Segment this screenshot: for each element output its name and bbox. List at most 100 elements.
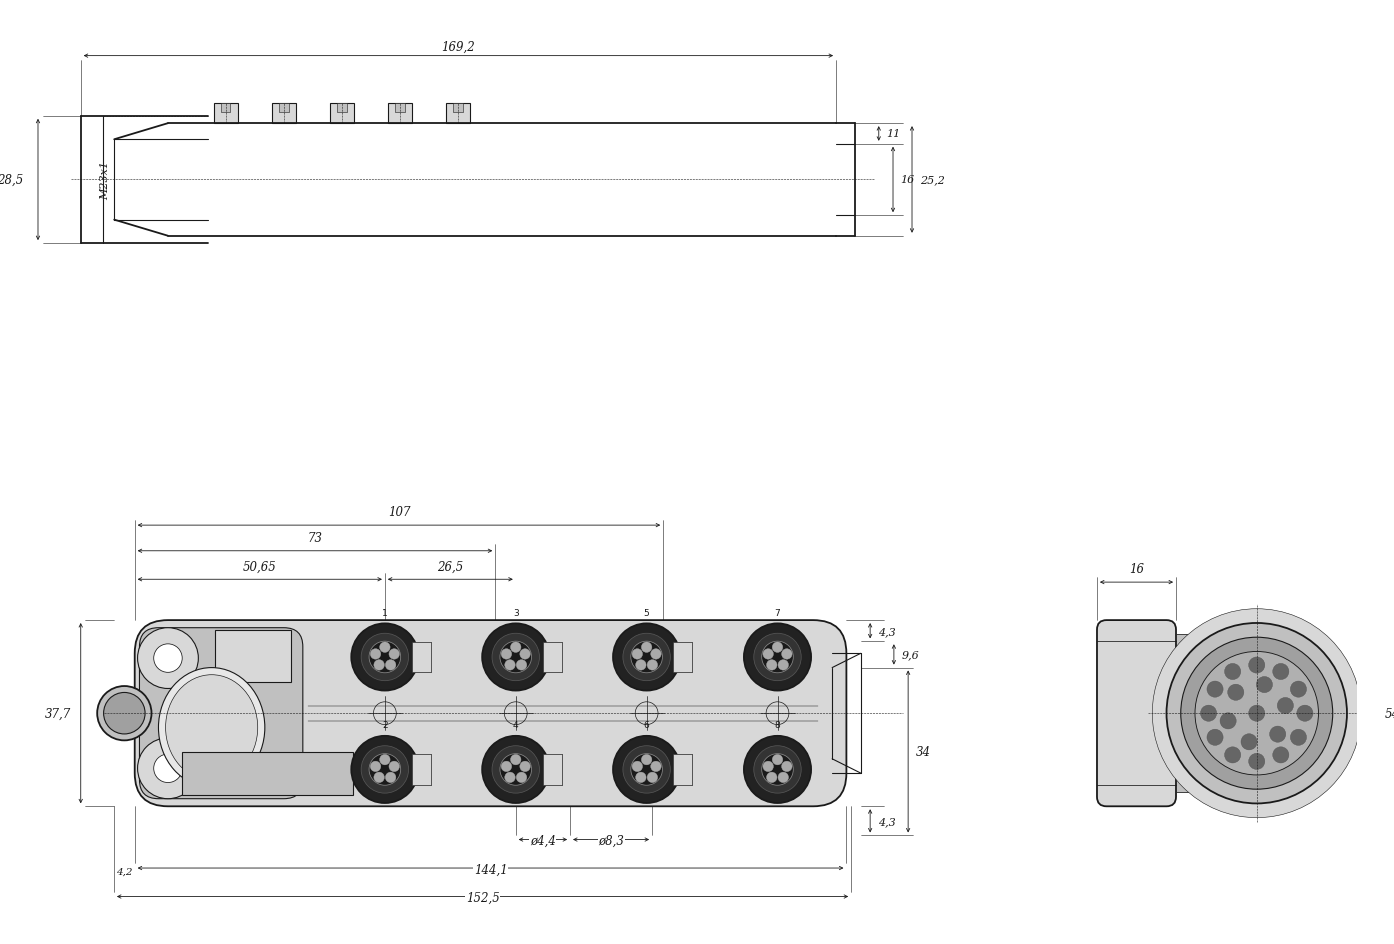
Text: 4: 4 <box>513 720 519 730</box>
Text: 169,2: 169,2 <box>442 41 475 54</box>
Circle shape <box>1200 705 1217 721</box>
Text: 107: 107 <box>388 506 410 519</box>
Circle shape <box>763 649 774 660</box>
Circle shape <box>482 624 549 691</box>
Bar <box>673 642 693 672</box>
Bar <box>388 104 413 124</box>
Circle shape <box>782 649 792 660</box>
Text: 50,65: 50,65 <box>243 560 276 573</box>
Text: 16: 16 <box>1129 562 1144 575</box>
Bar <box>542 754 562 784</box>
Circle shape <box>613 624 680 691</box>
Circle shape <box>516 660 527 670</box>
Bar <box>411 754 431 784</box>
Circle shape <box>1224 747 1241 763</box>
Circle shape <box>492 746 539 793</box>
Text: 16: 16 <box>901 176 914 185</box>
Circle shape <box>651 762 661 772</box>
Circle shape <box>1228 684 1243 700</box>
Circle shape <box>371 649 381 660</box>
Circle shape <box>1249 657 1264 673</box>
Circle shape <box>500 642 531 673</box>
Circle shape <box>1273 747 1289 763</box>
Circle shape <box>138 738 198 799</box>
Bar <box>453 104 463 113</box>
Circle shape <box>744 736 811 803</box>
Circle shape <box>510 642 521 652</box>
Text: 3: 3 <box>513 608 519 617</box>
Circle shape <box>754 746 802 793</box>
Circle shape <box>631 649 643 660</box>
Bar <box>329 104 354 124</box>
Circle shape <box>1207 730 1223 746</box>
Circle shape <box>379 642 390 652</box>
Ellipse shape <box>159 668 265 787</box>
Circle shape <box>778 772 789 783</box>
Circle shape <box>623 633 671 681</box>
Circle shape <box>1249 705 1264 721</box>
Circle shape <box>1167 623 1347 803</box>
Circle shape <box>1224 664 1241 680</box>
Circle shape <box>505 660 516 670</box>
Bar <box>337 104 347 113</box>
Circle shape <box>761 754 793 785</box>
Circle shape <box>1277 698 1294 714</box>
Text: 11: 11 <box>887 129 901 140</box>
Circle shape <box>1270 726 1285 742</box>
Text: ø4,4: ø4,4 <box>530 834 556 847</box>
Circle shape <box>641 754 652 765</box>
Circle shape <box>371 762 381 772</box>
Circle shape <box>1249 753 1264 769</box>
Bar <box>673 754 693 784</box>
Text: 37,7: 37,7 <box>45 707 71 720</box>
Circle shape <box>1153 609 1361 818</box>
Circle shape <box>379 754 390 765</box>
Circle shape <box>767 772 776 783</box>
Text: 4,3: 4,3 <box>878 816 895 826</box>
Circle shape <box>374 772 385 783</box>
Ellipse shape <box>166 675 258 781</box>
Circle shape <box>385 772 396 783</box>
Circle shape <box>651 649 661 660</box>
Text: 4,3: 4,3 <box>878 626 895 636</box>
Circle shape <box>361 746 408 793</box>
Circle shape <box>520 649 530 660</box>
Circle shape <box>1273 664 1289 680</box>
FancyBboxPatch shape <box>135 620 846 806</box>
Circle shape <box>389 649 400 660</box>
Circle shape <box>778 660 789 670</box>
Circle shape <box>641 642 652 652</box>
Circle shape <box>647 660 658 670</box>
Circle shape <box>98 686 152 741</box>
Text: 54: 54 <box>1386 707 1394 720</box>
Circle shape <box>761 642 793 673</box>
Bar <box>216 630 291 683</box>
Text: 152,5: 152,5 <box>466 891 499 904</box>
Circle shape <box>103 693 145 734</box>
Circle shape <box>1220 713 1236 729</box>
Text: 26,5: 26,5 <box>438 560 463 573</box>
Circle shape <box>772 642 782 652</box>
Circle shape <box>510 754 521 765</box>
Circle shape <box>138 628 198 689</box>
Text: 2: 2 <box>382 720 388 730</box>
Bar <box>411 642 431 672</box>
Text: M23x1: M23x1 <box>100 160 110 200</box>
Bar <box>446 104 470 124</box>
Circle shape <box>623 746 671 793</box>
Circle shape <box>631 642 662 673</box>
Circle shape <box>636 660 645 670</box>
Text: 9,6: 9,6 <box>902 649 919 660</box>
Bar <box>213 104 238 124</box>
Circle shape <box>153 754 183 783</box>
Text: 8: 8 <box>775 720 781 730</box>
Circle shape <box>500 754 531 785</box>
Circle shape <box>1207 682 1223 698</box>
Circle shape <box>1181 637 1333 789</box>
Circle shape <box>636 772 645 783</box>
Text: 4,2: 4,2 <box>116 867 132 876</box>
Circle shape <box>502 762 512 772</box>
Bar <box>1177 634 1195 673</box>
Circle shape <box>1291 730 1306 746</box>
Circle shape <box>763 762 774 772</box>
